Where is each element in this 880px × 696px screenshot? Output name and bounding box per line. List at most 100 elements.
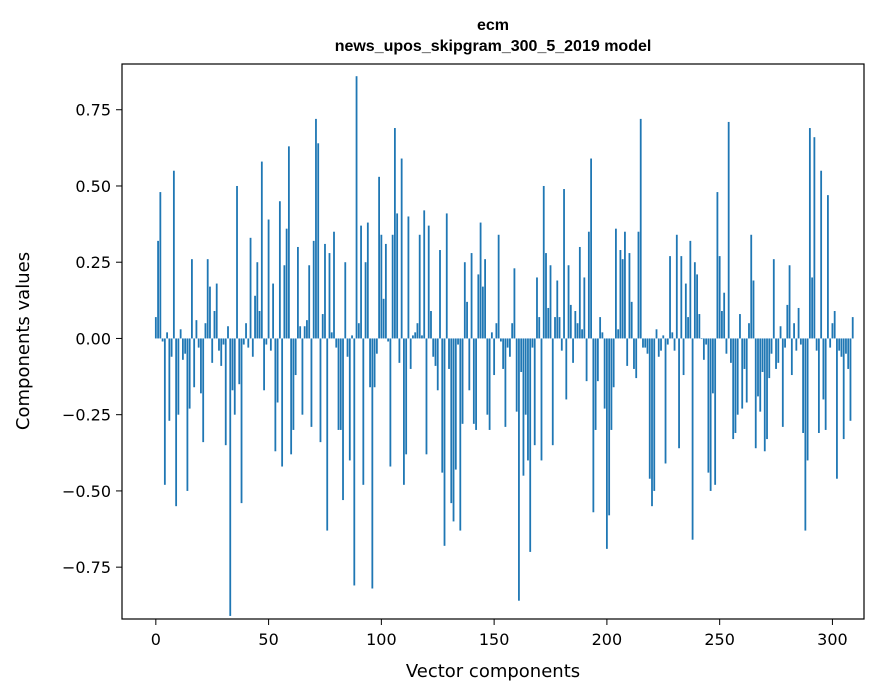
bar-172 [542,185,545,339]
bar-2 [159,192,162,339]
bar-126 [439,250,441,339]
bar-207 [621,259,624,339]
bar-291 [811,277,814,339]
bar-286 [799,338,802,345]
bar-201 [608,338,611,516]
bar-173 [545,253,547,339]
bar-49 [265,338,268,345]
bar-176 [551,338,554,446]
bar-141 [472,338,475,424]
bar-204 [615,228,617,339]
bar-120 [425,338,428,455]
bar-63 [297,246,299,339]
bar-121 [427,225,430,339]
bar-284 [795,338,798,351]
bar-24 [209,286,211,339]
bar-202 [610,338,613,430]
bar-56 [281,338,284,467]
bar-188 [578,246,581,339]
bar-73 [319,338,322,443]
bar-102 [384,243,387,339]
bar-261 [743,338,746,369]
bar-151 [495,323,498,339]
bar-82 [339,338,342,430]
bar-184 [569,304,572,339]
bar-58 [285,228,288,339]
bar-268 [759,338,762,412]
bar-289 [806,338,809,461]
bar-175 [549,265,552,339]
chart-subtitle: news_upos_skipgram_300_5_2019 model [335,38,652,55]
bar-226 [664,338,667,464]
bar-270 [763,338,766,452]
bar-279 [784,338,786,348]
bar-182 [565,338,568,400]
bar-8 [172,170,175,339]
bar-168 [533,338,536,446]
bar-61 [292,338,295,430]
bar-15 [188,338,191,409]
bar-164 [524,338,527,415]
bar-157 [509,338,511,357]
bar-250 [718,256,721,339]
bar-197 [599,317,602,339]
bar-258 [736,338,739,415]
bar-283 [793,323,795,339]
bar-75 [324,243,326,339]
bar-144 [479,222,482,339]
bar-125 [436,338,439,391]
bar-192 [587,231,590,339]
bar-162 [520,338,523,372]
bar-81 [337,338,340,430]
bar-96 [371,338,374,589]
bar-32 [227,326,229,339]
bar-77 [328,253,331,339]
bar-112 [407,216,410,339]
bar-51 [269,338,272,351]
bar-263 [748,323,750,339]
bar-259 [739,314,741,339]
x-tick-label-250: 250 [704,630,735,649]
bar-16 [191,259,193,339]
bar-30 [222,338,225,345]
bar-166 [529,338,532,552]
bar-101 [382,298,385,339]
bar-44 [254,295,256,339]
bar-205 [617,329,620,339]
bar-292 [813,137,816,339]
bar-236 [687,317,689,339]
bar-40 [245,323,247,339]
bar-131 [450,338,453,504]
bar-132 [452,338,455,522]
bar-191 [585,338,588,382]
bar-136 [461,338,464,424]
bar-105 [391,234,394,339]
bar-265 [752,280,755,339]
bar-4 [163,338,166,485]
bar-146 [484,259,486,339]
bar-269 [761,338,764,372]
bar-244 [705,338,708,345]
bar-69 [310,338,313,427]
bar-170 [538,317,541,339]
bar-240 [696,274,698,339]
bar-287 [802,338,804,433]
bar-237 [689,240,692,339]
bar-158 [511,323,514,339]
bar-68 [308,265,311,339]
bar-247 [711,338,714,394]
bar-264 [750,234,753,339]
bar-171 [540,338,543,461]
bar-276 [777,338,780,363]
bar-150 [493,338,496,376]
bar-249 [716,192,719,339]
bar-79 [333,231,335,339]
bar-203 [612,338,615,388]
bar-107 [396,213,399,339]
bar-88 [353,338,356,586]
bar-239 [693,262,696,339]
bar-59 [287,146,290,339]
bar-17 [193,338,196,388]
bar-302 [836,338,838,479]
